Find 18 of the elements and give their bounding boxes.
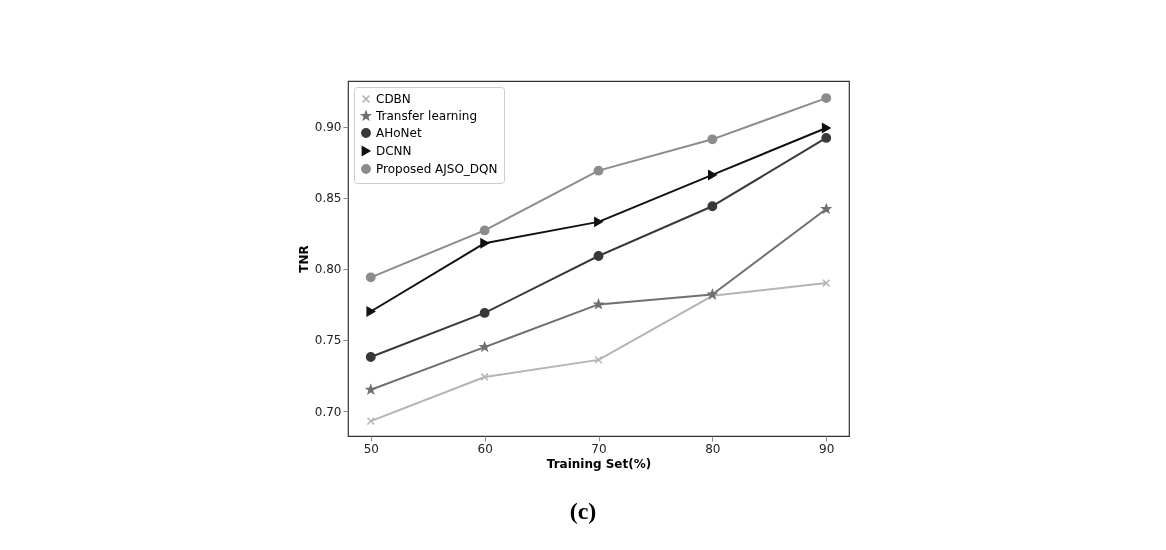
x-tick-label: 90 bbox=[819, 441, 835, 456]
x-tick-label: 50 bbox=[363, 441, 379, 456]
x-tick-label: 60 bbox=[477, 441, 493, 456]
legend-label: Proposed AJSO_DQN bbox=[376, 162, 498, 176]
y-tick-label: 0.80 bbox=[314, 262, 342, 277]
x-tick-label: 80 bbox=[705, 441, 721, 456]
y-tick-label: 0.90 bbox=[314, 120, 342, 135]
text: (c) bbox=[568, 498, 598, 525]
x-axis-title: Training Set(%) bbox=[546, 456, 652, 471]
legend-label: Transfer learning bbox=[375, 109, 478, 123]
y-tick-label: 0.85 bbox=[314, 191, 342, 206]
legend-label: AHoNet bbox=[376, 126, 422, 140]
y-tick-label: 0.75 bbox=[314, 333, 342, 348]
x-tick-label: 70 bbox=[591, 441, 607, 456]
legend-label: DCNN bbox=[376, 144, 412, 158]
y-axis-title: TNR bbox=[296, 245, 311, 273]
legend-label: CDBN bbox=[376, 92, 411, 106]
y-tick-label: 0.70 bbox=[314, 404, 342, 419]
